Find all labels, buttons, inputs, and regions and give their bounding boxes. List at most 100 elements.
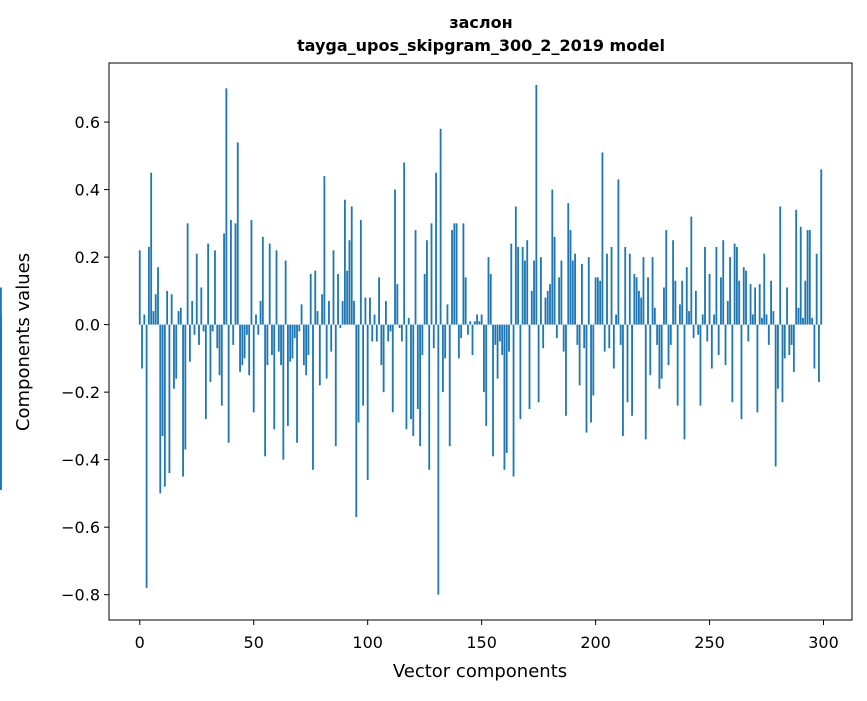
bar-73 bbox=[305, 324, 308, 376]
bar-173 bbox=[533, 260, 535, 325]
bar-255 bbox=[720, 277, 722, 325]
bar-191 bbox=[574, 253, 576, 325]
bar-208 bbox=[612, 324, 615, 369]
bar-17 bbox=[177, 311, 180, 325]
bar-129 bbox=[432, 324, 435, 349]
bar-34 bbox=[216, 324, 219, 349]
bar-289 bbox=[797, 307, 800, 325]
bar-283 bbox=[783, 324, 786, 359]
bar-89 bbox=[341, 300, 344, 325]
bar-29 bbox=[204, 324, 207, 420]
bar-22 bbox=[189, 324, 191, 362]
bar-140 bbox=[457, 324, 460, 359]
bar-214 bbox=[626, 324, 629, 403]
bar-77 bbox=[314, 270, 317, 325]
y-tick-label: −0.8 bbox=[61, 586, 100, 605]
bar-44 bbox=[239, 324, 241, 372]
bar-226 bbox=[653, 307, 656, 325]
bar-31 bbox=[209, 324, 212, 383]
bar-216 bbox=[631, 324, 633, 416]
bar-32 bbox=[211, 324, 214, 332]
bar-84 bbox=[330, 324, 333, 352]
bar-290 bbox=[799, 226, 802, 325]
bar-35 bbox=[218, 324, 221, 376]
bar-2 bbox=[143, 314, 146, 325]
bar-259 bbox=[729, 257, 731, 325]
bar-87 bbox=[337, 273, 339, 325]
bar-7 bbox=[154, 294, 157, 325]
bar-170 bbox=[526, 240, 529, 325]
bar-37 bbox=[223, 233, 225, 325]
bar-187 bbox=[565, 324, 567, 416]
bar-50 bbox=[252, 324, 255, 413]
bar-196 bbox=[585, 324, 588, 433]
x-tick-label: 150 bbox=[466, 633, 497, 652]
bar-209 bbox=[615, 314, 618, 325]
bar-150 bbox=[480, 314, 483, 325]
bar-104 bbox=[375, 324, 378, 342]
bar-62 bbox=[280, 324, 282, 366]
chart-title: заслон bbox=[449, 13, 512, 32]
bar-138 bbox=[453, 223, 456, 325]
bar-180 bbox=[549, 284, 551, 325]
bar-266 bbox=[745, 270, 747, 325]
bar-168 bbox=[521, 246, 524, 325]
bar-177 bbox=[542, 324, 545, 349]
bar-undefined bbox=[0, 314, 2, 325]
bar-193 bbox=[578, 324, 581, 386]
bar-274 bbox=[763, 253, 766, 325]
bar-98 bbox=[362, 324, 365, 406]
bar-76 bbox=[312, 324, 314, 470]
bar-243 bbox=[692, 324, 695, 339]
bar-100 bbox=[366, 324, 369, 480]
bar-242 bbox=[690, 216, 693, 325]
bar-264 bbox=[740, 324, 743, 420]
bar-92 bbox=[348, 240, 351, 325]
bar-18 bbox=[179, 307, 182, 325]
bar-127 bbox=[428, 324, 431, 470]
bar-103 bbox=[373, 314, 376, 325]
bar-24 bbox=[193, 324, 196, 335]
bar-147 bbox=[473, 321, 476, 325]
bar-294 bbox=[808, 230, 811, 325]
bar-97 bbox=[359, 219, 362, 325]
bar-194 bbox=[581, 263, 583, 325]
bar-115 bbox=[400, 324, 403, 342]
bar-112 bbox=[394, 189, 396, 325]
bar-272 bbox=[758, 284, 761, 325]
bar-175 bbox=[537, 324, 540, 403]
bar-143 bbox=[464, 277, 467, 325]
bar-105 bbox=[378, 277, 380, 325]
bar-148 bbox=[476, 314, 478, 325]
x-ticks: 0 50 100 150 200 250 300 bbox=[135, 620, 839, 652]
bar-113 bbox=[396, 284, 399, 325]
bar-55 bbox=[264, 324, 267, 457]
bar-178 bbox=[544, 297, 547, 325]
bar-8 bbox=[157, 267, 159, 325]
bar-211 bbox=[619, 324, 622, 345]
bar-128 bbox=[430, 223, 433, 325]
bar-183 bbox=[555, 324, 558, 339]
bar-59 bbox=[273, 324, 276, 430]
bar-79 bbox=[318, 324, 321, 386]
bar-39 bbox=[227, 324, 230, 443]
bar-12 bbox=[166, 290, 169, 325]
bar-291 bbox=[802, 317, 804, 325]
bar-151 bbox=[483, 324, 485, 393]
bar-227 bbox=[656, 324, 659, 345]
bar-233 bbox=[669, 324, 672, 345]
bar-181 bbox=[551, 189, 554, 325]
bar-131 bbox=[437, 324, 440, 595]
bar-186 bbox=[562, 324, 565, 352]
y-tick-label: 0.0 bbox=[75, 316, 100, 335]
bar-61 bbox=[277, 324, 280, 352]
bar-123 bbox=[419, 324, 422, 447]
bar-212 bbox=[622, 324, 624, 437]
bar-179 bbox=[546, 290, 549, 325]
bar-38 bbox=[225, 88, 228, 325]
bar-215 bbox=[628, 253, 631, 325]
bar-230 bbox=[663, 287, 665, 325]
bar-141 bbox=[460, 324, 463, 339]
x-tick-label: 300 bbox=[808, 633, 839, 652]
